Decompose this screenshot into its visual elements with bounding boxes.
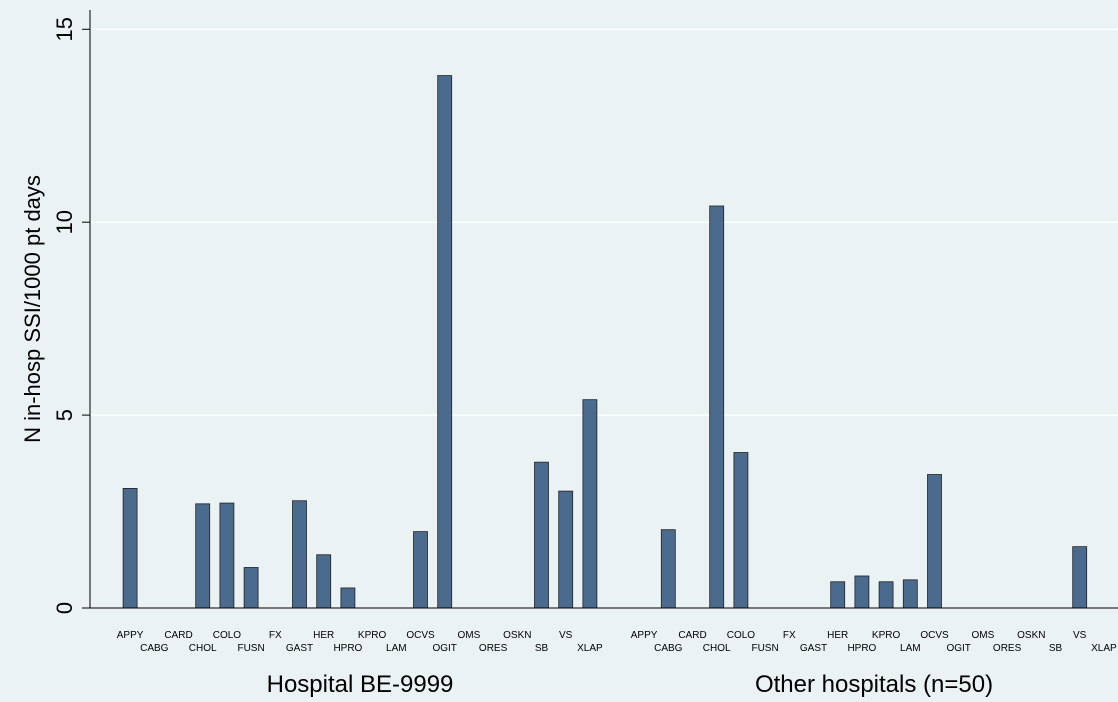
bar: [927, 474, 942, 609]
bar: [558, 490, 574, 609]
bar: [660, 529, 676, 609]
group-label: Hospital BE-9999: [267, 671, 454, 698]
x-tick-label: CHOL: [703, 643, 731, 654]
group-label: Other hospitals (n=50): [755, 671, 993, 698]
bar: [733, 452, 749, 609]
bar: [340, 587, 356, 609]
x-tick-label: HER: [313, 630, 334, 641]
bar: [709, 205, 725, 609]
x-tick-label: HER: [827, 630, 848, 641]
bar: [902, 579, 918, 609]
y-tick-label: 15: [52, 17, 77, 41]
bar: [854, 575, 870, 609]
x-tick-label: OCVS: [920, 630, 949, 641]
bar: [1072, 546, 1088, 609]
x-tick-label: GAST: [800, 643, 827, 654]
bar: [243, 567, 259, 609]
y-axis-label: N in-hosp SSI/1000 pt days: [20, 175, 45, 443]
bar: [316, 554, 332, 609]
x-tick-label: OSKN: [503, 630, 531, 641]
x-tick-label: APPY: [117, 630, 144, 641]
x-tick-label: COLO: [727, 630, 756, 641]
x-tick-label: LAM: [900, 643, 921, 654]
y-tick-label: 10: [52, 210, 77, 234]
bar: [219, 502, 235, 609]
x-tick-label: OMS: [458, 630, 481, 641]
x-tick-label: GAST: [286, 643, 313, 654]
y-axis: 0 5 10 15: [52, 10, 91, 614]
x-tick-label: COLO: [213, 630, 242, 641]
x-axis: APPYCABGCARDCHOLCOLOFUSNFXGASTHERHPROKPR…: [90, 607, 1118, 698]
gridlines: [90, 28, 1118, 416]
y-tick-label: 5: [52, 409, 77, 421]
bar: [437, 75, 453, 609]
x-tick-label: FUSN: [751, 643, 778, 654]
x-tick-label: VS: [559, 630, 573, 641]
x-tick-label: OSKN: [1017, 630, 1045, 641]
bar: [582, 399, 598, 609]
bar: [830, 581, 846, 609]
x-tick-label: FUSN: [237, 643, 264, 654]
bar: [413, 531, 428, 609]
x-tick-label: XLAP: [577, 643, 603, 654]
x-tick-label: CARD: [678, 630, 706, 641]
x-tick-label: KPRO: [358, 630, 387, 641]
x-tick-label: FX: [269, 630, 282, 641]
plot-area: [90, 10, 1118, 608]
x-tick-label: SB: [1049, 643, 1063, 654]
x-tick-label: CABG: [140, 643, 169, 654]
x-tick-label: HPRO: [333, 643, 362, 654]
x-tick-label: XLAP: [1091, 643, 1117, 654]
x-tick-label: LAM: [386, 643, 407, 654]
x-tick-label: OCVS: [406, 630, 435, 641]
x-tick-label: OGIT: [432, 643, 456, 654]
x-tick-label: VS: [1073, 630, 1087, 641]
x-tick-label: HPRO: [847, 643, 876, 654]
x-tick-label: APPY: [631, 630, 658, 641]
x-tick-label: SB: [535, 643, 549, 654]
x-tick-label: ORES: [993, 643, 1022, 654]
bar: [292, 500, 307, 609]
bar: [534, 461, 549, 609]
x-tick-label: CARD: [164, 630, 192, 641]
x-tick-label: FX: [783, 630, 796, 641]
x-tick-label: CABG: [654, 643, 683, 654]
bar: [195, 503, 211, 609]
x-tick-label: KPRO: [872, 630, 901, 641]
y-tick-label: 0: [52, 602, 77, 614]
bar: [878, 581, 894, 609]
x-tick-label: CHOL: [189, 643, 217, 654]
bar: [122, 487, 138, 609]
x-tick-label: OMS: [972, 630, 995, 641]
x-tick-label: OGIT: [946, 643, 970, 654]
x-tick-label: ORES: [479, 643, 508, 654]
